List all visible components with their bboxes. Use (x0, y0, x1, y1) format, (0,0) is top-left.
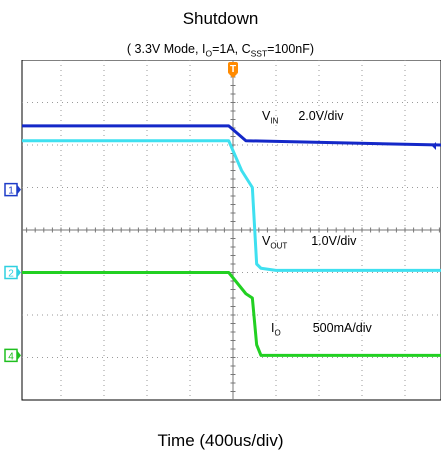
vout-label: VOUT 1.0V/div (262, 234, 357, 251)
io-trace (22, 271, 441, 357)
channel-marker-label: 1 (8, 186, 14, 197)
channel-marker-arrow (17, 267, 21, 278)
chart-title: Shutdown (182, 9, 259, 28)
channel-marker-label: 4 (8, 351, 14, 362)
scope-grid (21, 60, 441, 401)
channel-marker-arrow (17, 184, 21, 195)
vin-trace (22, 124, 441, 147)
io-label: IO 500mA/div (271, 321, 372, 338)
channel-marker-arrow (17, 350, 21, 361)
scope-traces (22, 124, 441, 357)
vin-label: VIN 2.0V/div (262, 109, 344, 126)
trigger-marker-arrow (229, 74, 237, 78)
trigger-marker-label: T (230, 64, 236, 75)
trigger-marker-box (228, 62, 238, 74)
channel-marker-label: 2 (8, 269, 14, 280)
vout-trace (22, 139, 441, 272)
vin-level-arrow (432, 142, 436, 150)
channel-markers: 1 2 4 (4, 182, 21, 362)
x-axis-label: Time (400us/div) (157, 431, 284, 450)
trigger-marker: T (228, 62, 238, 78)
scope-plot: 1 2 4 T (4, 60, 441, 401)
chart-subtitle: ( 3.3V Mode, IO=1A, CSST=100nF) (126, 42, 315, 59)
